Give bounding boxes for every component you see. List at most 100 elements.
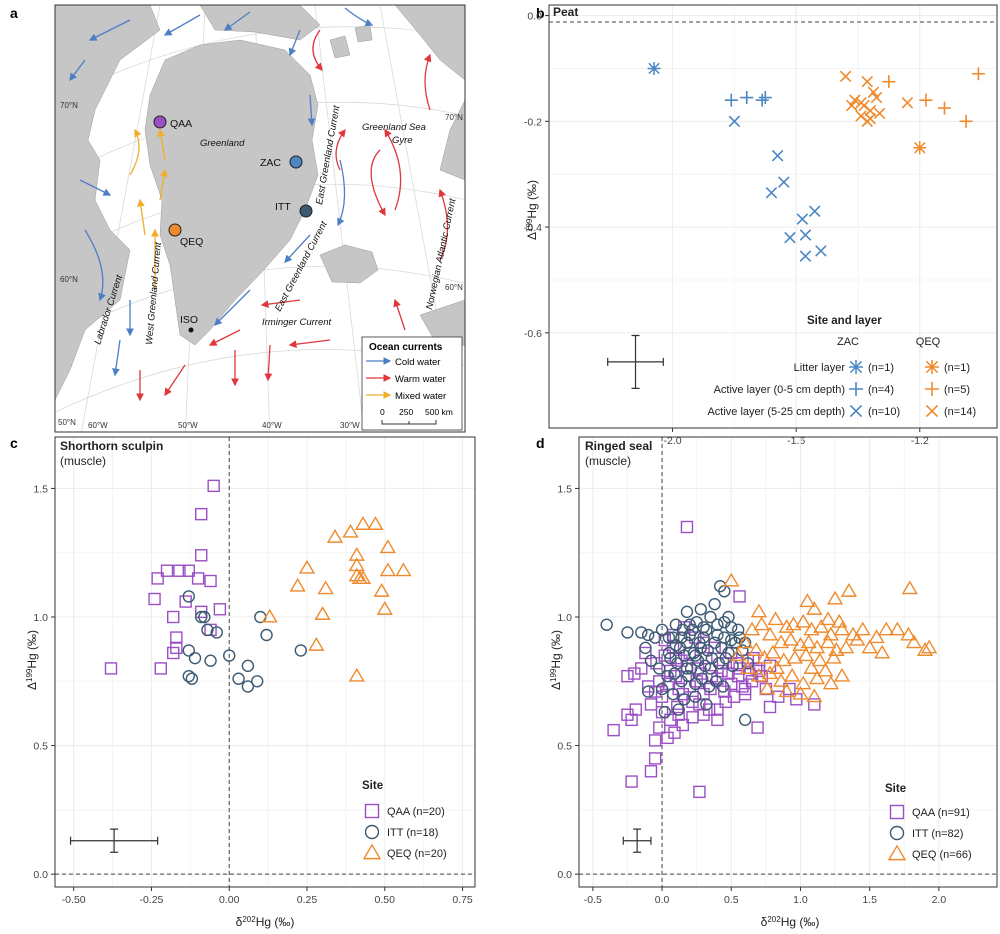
data-point [772, 673, 790, 687]
panel-b-grid [549, 5, 997, 428]
analytical-error-bar [69, 828, 159, 853]
data-point [704, 610, 717, 624]
data-point [680, 662, 694, 675]
data-point [755, 93, 769, 107]
data-point [916, 642, 934, 656]
site-marker-iso[interactable] [188, 327, 194, 333]
data-point [711, 703, 724, 716]
data-point [704, 662, 717, 675]
data-point [775, 652, 792, 667]
data-point [772, 634, 790, 649]
data-point [833, 667, 851, 682]
data-point [695, 672, 709, 685]
series-qeq [723, 572, 938, 703]
series-qeq-litter-layer [913, 141, 927, 155]
data-point [820, 634, 837, 649]
y-tick-label: 0.5 [33, 741, 48, 753]
data-point [348, 557, 365, 572]
data-point [811, 652, 828, 667]
data-point [395, 562, 412, 577]
data-point [778, 683, 795, 698]
data-point [170, 631, 183, 644]
y-tick-label: -0.6 [524, 328, 542, 340]
data-point [758, 91, 772, 105]
data-point [825, 649, 842, 664]
data-point [379, 539, 397, 554]
data-point [784, 231, 796, 244]
data-point [600, 618, 613, 631]
data-point [669, 639, 683, 652]
site-marker-itt[interactable] [299, 204, 313, 218]
legend-label-qaa: QAA (n=20) [387, 806, 445, 818]
legend-marker-qeq [887, 844, 907, 861]
scale-250: 250 [399, 407, 413, 417]
data-point [803, 660, 820, 674]
data-point [778, 619, 795, 633]
data-point [693, 785, 706, 799]
data-point [799, 250, 812, 262]
series-qeq-active-layer-0-5-cm-depth- [882, 67, 985, 128]
data-point [765, 186, 778, 199]
site-label-qeq: QEQ [180, 236, 203, 248]
data-point [635, 626, 648, 639]
data-point [213, 603, 227, 616]
y-tick-label: 1.0 [557, 612, 572, 624]
series-itt [182, 590, 307, 693]
data-point [806, 601, 823, 615]
panel-d-title: Ringed seal [585, 439, 652, 453]
data-point [722, 667, 735, 680]
legend-label-qaa: QAA (n=91) [912, 807, 970, 819]
data-point [351, 570, 369, 584]
panel-d-error-bar [622, 828, 652, 853]
data-point [642, 628, 655, 642]
x-tick-label: -0.50 [62, 894, 86, 906]
data-point [719, 651, 732, 665]
data-point [723, 572, 740, 587]
data-point [689, 690, 702, 703]
legend-label-itt: ITT (n=82) [912, 828, 963, 840]
data-point [846, 99, 858, 112]
data-point [740, 91, 754, 105]
data-point [711, 618, 724, 631]
legend-b-row-label: Active layer (5-25 cm depth) [707, 406, 845, 418]
data-point [232, 672, 245, 685]
panel-c: c -0.50 -0.25 0.00 0.25 0.50 0.75 0.0 0.5 1.0 1.5… [10, 435, 476, 930]
data-point [795, 613, 812, 628]
data-point [251, 675, 264, 688]
legend-b-marker-qeq [925, 360, 939, 374]
data-point [298, 559, 316, 574]
data-point [104, 662, 118, 675]
legend-mixed-label: Mixed water [395, 391, 446, 402]
panel-c-xlabel: δ202Hg (‰) [236, 915, 295, 930]
map-frame [54, 4, 466, 433]
data-point [803, 621, 820, 636]
data-point [854, 621, 871, 636]
series-qaa [104, 479, 227, 675]
panel-d: d -0.5 0.0 0.5 1.0 1.5 2.0 0.0 0.5 1.0 1.5 Ringed… [536, 435, 998, 930]
panel-d-legend: Site QAA (n=91) ITT (n=82) QEQ (n=66) [885, 783, 972, 861]
panel-d-xlabel: δ202Hg (‰) [761, 915, 820, 930]
data-point [722, 610, 735, 624]
data-point [655, 682, 669, 696]
data-point [148, 592, 161, 606]
data-point [644, 765, 658, 778]
data-point [261, 608, 278, 623]
lat-label: 60°N [445, 283, 463, 292]
legend-cold-label: Cold water [395, 357, 440, 368]
data-point [764, 644, 781, 659]
data-point [661, 731, 674, 745]
data-point [889, 621, 906, 636]
data-point [784, 667, 801, 682]
x-tick-label: 0.75 [452, 894, 473, 906]
data-point [796, 213, 809, 225]
data-point [701, 644, 714, 657]
panel-d-ylabel: Δ199Hg (‰) [549, 630, 564, 690]
panel-b-title: Peat [553, 5, 578, 19]
data-point [753, 616, 770, 631]
data-point [191, 572, 205, 585]
site-marker-qaa[interactable] [153, 115, 167, 129]
data-point [799, 229, 812, 241]
data-point [672, 708, 685, 721]
site-marker-qeq[interactable] [168, 223, 182, 237]
site-marker-zac[interactable] [289, 155, 303, 169]
